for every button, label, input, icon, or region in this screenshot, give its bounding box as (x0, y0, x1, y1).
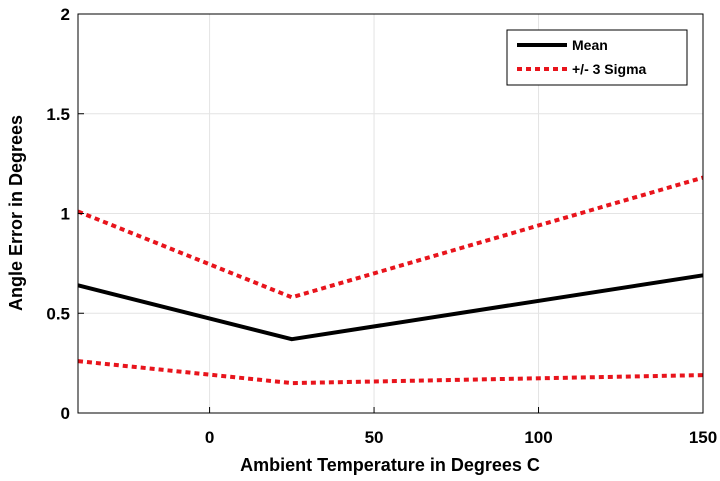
y-axis-ticks: 0 0.5 1 1.5 2 (46, 5, 84, 423)
series-line-lower-3-sigma (77, 359, 704, 386)
x-axis-ticks: 0 50 100 150 (205, 407, 717, 447)
legend-label: +/- 3 Sigma (572, 61, 647, 77)
y-tick-label: 0.5 (46, 304, 70, 323)
y-axis-label: Angle Error in Degrees (6, 115, 26, 311)
legend: Mean +/- 3 Sigma (506, 29, 688, 86)
legend-box (506, 29, 688, 86)
x-axis-label: Ambient Temperature in Degrees C (240, 455, 540, 475)
x-tick-label: 100 (524, 428, 552, 447)
series-group (77, 175, 704, 386)
series-line-mean (77, 273, 704, 342)
x-tick-label: 150 (689, 428, 717, 447)
y-tick-label: 1.5 (46, 105, 70, 124)
y-tick-label: 2 (61, 5, 70, 24)
x-tick-label: 0 (205, 428, 214, 447)
legend-label: Mean (572, 37, 608, 53)
y-tick-label: 0 (61, 404, 70, 423)
x-tick-label: 50 (365, 428, 384, 447)
y-tick-label: 1 (61, 205, 70, 224)
series-line-upper-3-sigma (77, 175, 704, 300)
